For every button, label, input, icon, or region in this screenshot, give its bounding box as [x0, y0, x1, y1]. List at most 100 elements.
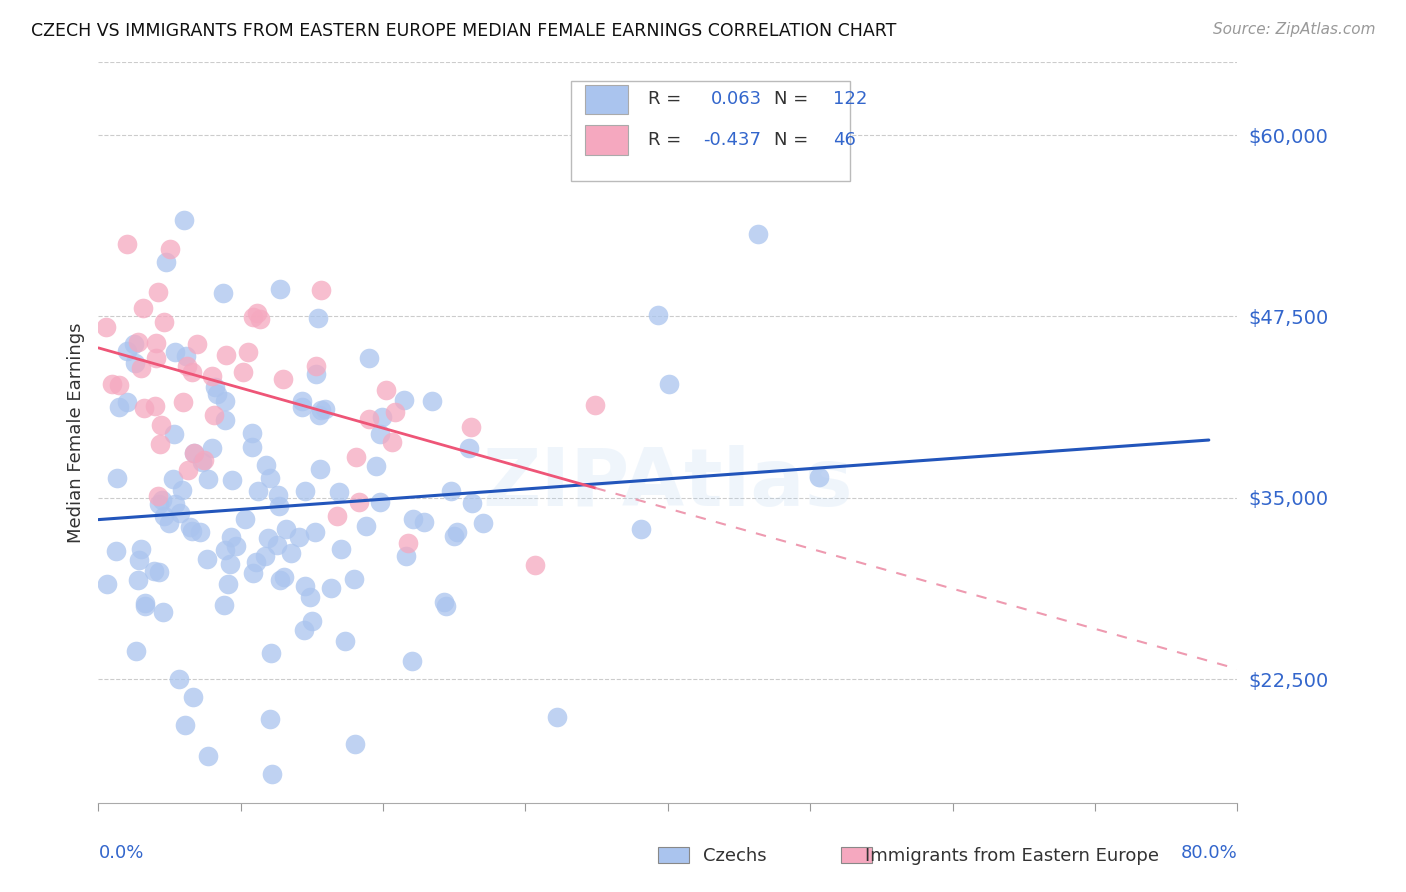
Point: [321, 581, 343, 595]
Point: [218, 557, 240, 571]
Point: [127, 573, 149, 587]
Point: [152, 492, 174, 507]
Point: [249, 312, 271, 326]
Point: [191, 455, 214, 469]
Point: [630, 522, 652, 536]
Text: -0.437: -0.437: [703, 131, 761, 149]
Point: [472, 516, 495, 530]
Point: [132, 301, 155, 315]
Point: [240, 440, 263, 454]
Point: [422, 394, 444, 409]
Point: [169, 672, 191, 686]
Point: [201, 369, 224, 384]
Point: [314, 402, 336, 417]
Point: [201, 441, 224, 455]
Point: [104, 544, 127, 558]
Point: [195, 552, 218, 566]
Point: [246, 306, 269, 320]
Point: [304, 524, 326, 539]
Point: [108, 401, 131, 415]
Point: [292, 623, 315, 637]
Text: 80.0%: 80.0%: [1181, 844, 1237, 862]
Point: [747, 227, 769, 241]
Point: [179, 519, 201, 533]
Text: 0.0%: 0.0%: [98, 844, 143, 862]
Point: [131, 361, 153, 376]
Point: [460, 496, 482, 510]
Point: [308, 462, 330, 476]
Text: 122: 122: [832, 90, 868, 109]
Point: [443, 529, 465, 543]
Point: [330, 542, 353, 557]
Point: [440, 484, 463, 499]
Point: [254, 458, 277, 472]
Text: Source: ZipAtlas.com: Source: ZipAtlas.com: [1212, 22, 1375, 37]
Point: [236, 344, 259, 359]
Point: [309, 283, 332, 297]
Point: [132, 401, 155, 415]
Point: [197, 472, 219, 486]
Point: [149, 437, 172, 451]
Text: Immigrants from Eastern Europe: Immigrants from Eastern Europe: [865, 847, 1159, 865]
Point: [354, 519, 377, 533]
Point: [259, 470, 281, 484]
Point: [267, 488, 290, 502]
Point: [458, 441, 481, 455]
Point: [205, 387, 228, 401]
Point: [221, 473, 243, 487]
Text: Czechs: Czechs: [703, 847, 766, 865]
Text: N =: N =: [773, 90, 814, 109]
Point: [152, 605, 174, 619]
Bar: [585, 126, 628, 155]
Point: [180, 365, 202, 379]
Point: [96, 577, 118, 591]
Point: [311, 402, 333, 417]
Point: [368, 495, 391, 509]
Point: [288, 530, 311, 544]
Point: [214, 543, 236, 558]
Point: [245, 555, 267, 569]
Point: [647, 308, 669, 322]
Point: [381, 435, 404, 450]
Point: [335, 634, 357, 648]
Point: [242, 310, 264, 324]
Text: R =: R =: [648, 90, 688, 109]
Point: [305, 367, 328, 381]
FancyBboxPatch shape: [571, 81, 851, 181]
Point: [225, 539, 247, 553]
Point: [343, 737, 366, 751]
Point: [260, 647, 283, 661]
Point: [298, 590, 321, 604]
Point: [344, 450, 367, 464]
Point: [173, 213, 195, 227]
Text: N =: N =: [773, 131, 814, 149]
Point: [242, 566, 264, 580]
Point: [402, 512, 425, 526]
Point: [150, 417, 173, 432]
Point: [122, 337, 145, 351]
Point: [176, 359, 198, 374]
Point: [152, 315, 174, 329]
Point: [128, 553, 150, 567]
Text: R =: R =: [648, 131, 688, 149]
Point: [129, 541, 152, 556]
Point: [269, 574, 291, 588]
Point: [267, 499, 290, 513]
Point: [157, 516, 180, 530]
Point: [183, 690, 205, 704]
Point: [291, 400, 314, 414]
Point: [162, 472, 184, 486]
Point: [146, 285, 169, 299]
Point: [433, 595, 456, 609]
Point: [259, 712, 281, 726]
Point: [115, 343, 138, 358]
Text: ZIPAtlas: ZIPAtlas: [482, 445, 853, 524]
Point: [108, 377, 131, 392]
Point: [127, 334, 149, 349]
Text: 46: 46: [832, 131, 856, 149]
Point: [214, 413, 236, 427]
Point: [308, 408, 330, 422]
Bar: [841, 847, 872, 863]
Point: [256, 531, 278, 545]
Point: [125, 644, 148, 658]
